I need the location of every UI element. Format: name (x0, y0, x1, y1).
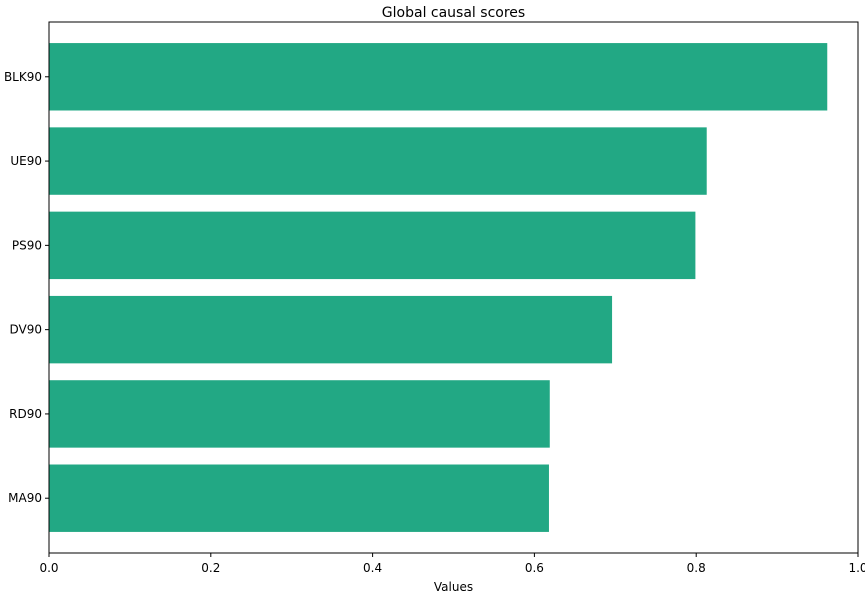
y-tick-label: MA90 (8, 491, 42, 505)
bars-group (49, 43, 828, 532)
y-tick-label: DV90 (9, 323, 42, 337)
x-tick-label: 0.0 (39, 561, 58, 575)
y-tick-label: RD90 (9, 407, 42, 421)
y-tick-label: BLK90 (4, 70, 42, 84)
y-ticks-group: BLK90 UE90 PS90 DV90 RD90 MA90 (4, 70, 49, 505)
x-ticks-group: 0.0 0.2 0.4 0.6 0.8 1.0 (39, 553, 865, 575)
bar-blk90 (49, 43, 828, 111)
bar-ma90 (49, 464, 549, 532)
x-tick-label: 0.6 (525, 561, 544, 575)
bar-ue90 (49, 127, 707, 195)
y-tick-label: PS90 (12, 238, 42, 252)
x-tick-label: 1.0 (848, 561, 865, 575)
plot-frame (48, 21, 859, 554)
chart-title: Global causal scores (382, 5, 525, 21)
bar-ps90 (49, 211, 696, 280)
bar-rd90 (49, 380, 550, 448)
x-tick-label: 0.4 (363, 561, 382, 575)
x-tick-label: 0.8 (687, 561, 706, 575)
x-axis-label: Values (434, 580, 473, 594)
x-tick-label: 0.2 (201, 561, 220, 575)
y-tick-label: UE90 (10, 154, 42, 168)
bar-dv90 (49, 295, 613, 364)
